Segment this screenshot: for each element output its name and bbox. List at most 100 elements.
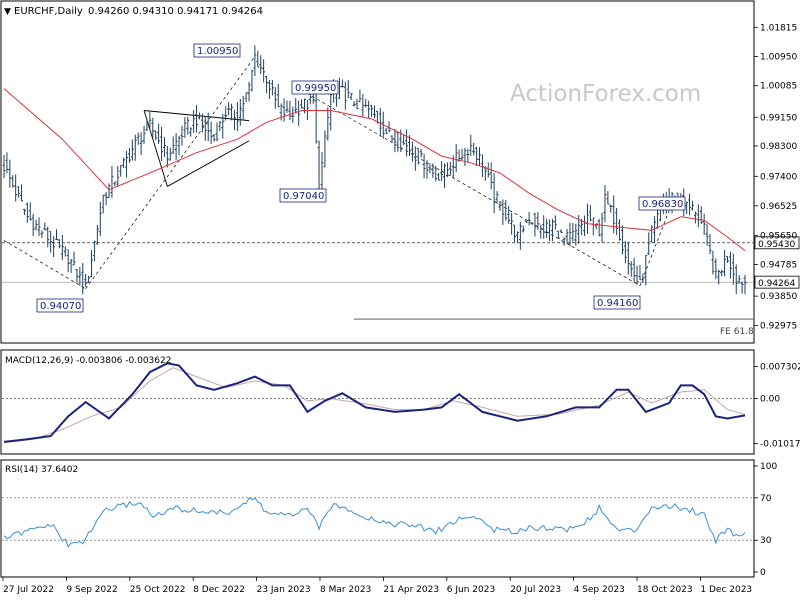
ohlc-bar [615,207,619,236]
ohlc-bar [200,113,204,133]
ohlc-bar [515,231,519,244]
ohlc-bar [428,163,432,174]
ohlc-bar [358,89,362,102]
ohlc-bar [402,134,406,145]
annotation-box [193,43,241,58]
ohlc-bar [571,223,575,242]
ohlc-bar [352,101,356,107]
ohlc-bar [565,229,569,243]
price-annotation: 0.97040 [279,188,327,203]
price-annotation: 0.94160 [593,295,641,310]
ohlc-bar [702,213,706,236]
ohlc-bar [539,224,543,239]
ohlc-bar [22,208,26,216]
ohlc-bar [533,212,537,237]
ohlc-bar [253,45,257,77]
ohlc-bar [95,224,99,245]
ohlc-bar [55,229,59,240]
ohlc-bar [510,212,514,235]
ohlc-bar [574,223,578,246]
ohlc-bar [180,125,184,146]
ohlc-bar [408,135,412,157]
price-tick-label: 0.95650 [760,231,797,241]
ohlc-bar [635,265,639,285]
ohlc-bar [329,87,333,131]
ohlc-bar [466,148,470,163]
ohlc-bar [285,100,289,114]
price-tick-label: 1.00085 [760,82,797,92]
ohlc-bar [81,262,85,295]
price-annotation: 0.96830 [638,196,686,211]
macd-tick-label: -0.010172 [760,439,800,449]
ohlc-bar [638,264,642,281]
ohlc-bar [133,134,137,161]
ohlc-bar [230,103,234,121]
ohlc-bar [267,80,271,99]
ohlc-bar [314,93,318,144]
macd-tick-label: 0.007302 [760,362,800,372]
ohlc-bar [346,79,350,99]
ohlc-bar [405,129,409,157]
ohlc-bar [378,107,382,137]
ohlc-bar [139,132,143,155]
macd-line [3,362,746,443]
ohlc-bar [340,79,344,88]
ohlc-bar [171,136,175,155]
ohlc-bar [507,205,511,224]
x-tick-label: 18 Oct 2023 [637,585,693,595]
price-tag-box [754,236,800,250]
ohlc-bar [160,126,164,161]
ohlc-bar [98,201,102,237]
ohlc-bar [361,94,365,117]
ohlc-bar [8,159,12,188]
ohlc-bar [530,222,534,225]
macd-tick-label: 0.00 [760,395,780,405]
ohlc-bar [498,201,502,211]
ohlc-bar [425,160,429,179]
ohlc-bar [585,203,589,234]
ohlc-bar [443,163,447,189]
annotation-text: 1.00950 [197,46,238,57]
x-tick-label: 20 Jul 2023 [510,585,561,595]
rsi-layer: 100 70 30 0 [2,462,777,578]
ohlc-bar [556,230,560,239]
rsi-tick-label: 30 [760,536,772,546]
ohlc-bar [548,219,552,242]
ohlc-bar [489,162,493,190]
rsi-tick-label: 0 [760,568,766,578]
ohlc-bar [632,257,636,282]
ohlc-bar [162,137,166,157]
ohlc-bar [437,172,441,181]
ohlc-bar [445,162,449,178]
annotation-box [593,295,641,310]
annotation-text: 0.99950 [295,83,336,94]
ohlc-bar [588,205,592,222]
ohlc-bar [434,166,438,182]
ohlc-bar [241,95,245,121]
price-tick-label: 0.98300 [760,142,797,152]
ohlc-bar [495,191,499,204]
ohlc-bar [609,204,613,213]
ohlc-bar [107,183,111,198]
ohlc-bar [291,106,295,124]
symbol-label: EURCHF,Daily [14,6,83,17]
ohlc-bar [113,181,117,187]
price-tick-label: 0.97400 [760,172,797,182]
ohlc-bar [273,87,277,109]
x-tick-label: 25 Oct 2022 [130,585,186,595]
annotation-text: 0.97040 [283,191,324,202]
ohlc-bar [600,212,604,243]
ohlc-bar [337,77,341,99]
ohlc-bar [174,133,178,161]
axis-price-tag: 0.94264 [754,275,800,289]
annotation-box [279,188,327,203]
ohlc-bar [37,217,41,237]
ohlc-bar [725,255,729,263]
ohlc-bar [422,153,426,179]
macd-panel-frame [0,349,755,455]
macd-signal-line [3,367,746,444]
ohlc-bar [145,118,149,132]
ohlc-bar [122,157,126,168]
ohlc-bar [209,121,213,145]
